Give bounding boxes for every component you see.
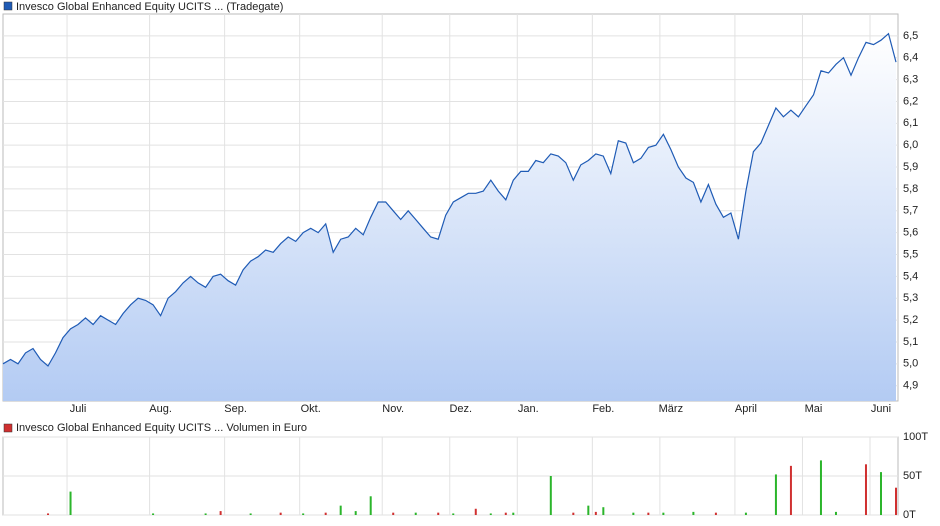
x-tick-label: Jan.	[518, 403, 539, 415]
volume-bar	[414, 512, 417, 515]
x-tick-label: März	[659, 403, 683, 415]
volume-bar	[339, 505, 342, 515]
y-tick-label: 6,1	[903, 117, 918, 129]
volume-bar	[249, 513, 252, 515]
volume-bar	[279, 512, 282, 515]
x-tick-label: Okt.	[301, 403, 321, 415]
volume-bar	[819, 460, 822, 515]
volume-bar	[152, 513, 155, 515]
volume-bar	[864, 464, 867, 515]
y-tick-label: 0T	[903, 509, 916, 521]
y-tick-label: 5,5	[903, 248, 918, 260]
x-tick-label: Nov.	[382, 403, 404, 415]
volume-bar	[392, 512, 395, 515]
y-tick-label: 5,9	[903, 161, 918, 173]
area	[3, 33, 896, 401]
volume-bar	[632, 512, 635, 515]
volume-bar	[452, 513, 455, 515]
volume-bar	[774, 474, 777, 515]
volume-bar	[602, 507, 605, 515]
line	[2, 32, 897, 367]
volume-bar	[47, 513, 50, 515]
volume-bar	[489, 513, 492, 515]
y-tick-label: 5,7	[903, 205, 918, 217]
volume-bar	[647, 512, 650, 515]
volume-bar	[474, 508, 477, 515]
y-tick-label: 5,2	[903, 314, 918, 326]
y-tick-label: 50T	[903, 470, 922, 482]
y-tick-label: 5,1	[903, 336, 918, 348]
y-tick-label: 100T	[903, 431, 928, 443]
volume-bar	[895, 487, 897, 515]
x-tick-label: Mai	[805, 403, 823, 415]
volume-bar	[662, 512, 665, 515]
volume-bar	[879, 472, 882, 515]
volume-bar	[204, 513, 207, 515]
volume-bar	[504, 512, 507, 515]
volume-bar	[69, 491, 72, 515]
y-tick-label: 6,2	[903, 95, 918, 107]
legend-swatch	[3, 423, 13, 433]
y-tick-label: 6,5	[903, 30, 918, 42]
volume-bar	[587, 505, 590, 515]
volume-bar	[302, 513, 305, 515]
volume-bar	[572, 512, 575, 515]
chart-title: Invesco Global Enhanced Equity UCITS ...…	[16, 1, 283, 13]
x-tick-label: Feb.	[592, 403, 614, 415]
x-tick-label: April	[735, 403, 757, 415]
volume-bar	[714, 512, 717, 515]
y-tick-label: 5,0	[903, 358, 918, 370]
volume-bar	[834, 511, 837, 515]
x-tick-label: Aug.	[149, 403, 172, 415]
x-tick-label: Dez.	[449, 403, 472, 415]
volume-bar	[789, 465, 792, 515]
y-tick-label: 6,3	[903, 73, 918, 85]
volume-bar	[437, 512, 440, 515]
y-tick-label: 5,4	[903, 270, 918, 282]
volume-bar	[324, 512, 327, 515]
chart-title: Invesco Global Enhanced Equity UCITS ...…	[16, 422, 307, 434]
y-tick-label: 5,6	[903, 227, 918, 239]
volume-bar	[369, 496, 372, 515]
volume-bar	[219, 511, 222, 515]
y-tick-label: 5,3	[903, 292, 918, 304]
y-tick-label: 5,8	[903, 183, 918, 195]
y-tick-label: 6,0	[903, 139, 918, 151]
volume-bar	[744, 512, 747, 515]
volume-bar	[549, 476, 552, 515]
volume-bar	[354, 511, 357, 515]
volume-bar	[594, 511, 597, 515]
x-tick-label: Juni	[871, 403, 891, 415]
x-tick-label: Sep.	[224, 403, 247, 415]
x-tick-label: Juli	[70, 403, 87, 415]
y-tick-label: 4,9	[903, 380, 918, 392]
volume-bar	[692, 511, 695, 515]
legend-swatch	[3, 1, 13, 11]
y-tick-label: 6,4	[903, 52, 918, 64]
volume-bar	[512, 512, 515, 515]
